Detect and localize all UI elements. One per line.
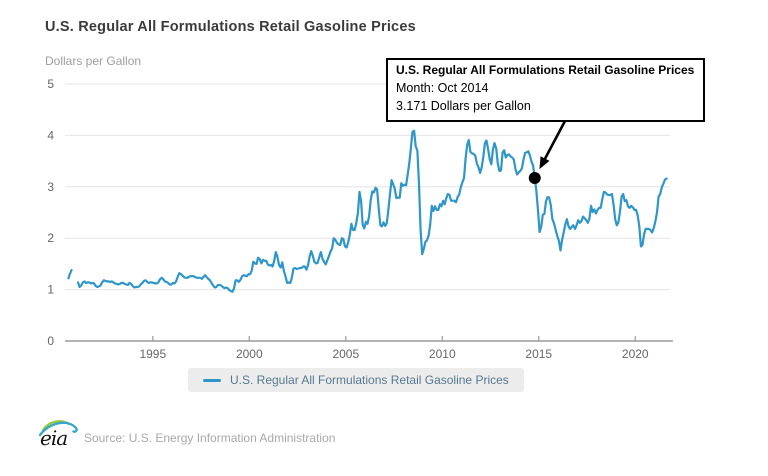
tooltip-month: Month: Oct 2014 — [396, 81, 489, 95]
y-tick-label: 5 — [47, 77, 54, 91]
x-tick-label: 2005 — [332, 347, 359, 361]
annotation-arrowhead — [539, 156, 550, 170]
x-tick-label: 2020 — [622, 347, 649, 361]
x-tick-label: 2010 — [429, 347, 456, 361]
eia-logo[interactable]: eia — [36, 417, 84, 453]
y-tick-label: 1 — [47, 283, 54, 297]
y-axis-units-label: Dollars per Gallon — [45, 54, 142, 68]
footer: eia Source: U.S. Energy Information Admi… — [0, 410, 768, 476]
x-tick-label: 1995 — [139, 347, 166, 361]
legend[interactable]: U.S. Regular All Formulations Retail Gas… — [188, 368, 524, 392]
x-tick-label: 2000 — [236, 347, 263, 361]
annotation-dot[interactable] — [528, 172, 541, 185]
tooltip-series-title: U.S. Regular All Formulations Retail Gas… — [396, 63, 695, 77]
price-line[interactable] — [67, 129, 668, 293]
legend-line-swatch — [203, 378, 221, 382]
y-tick-label: 0 — [47, 334, 54, 348]
annotation-arrow-shaft — [542, 120, 567, 161]
tooltip-value: 3.171 Dollars per Gallon — [396, 99, 531, 113]
chart-title: U.S. Regular All Formulations Retail Gas… — [45, 19, 416, 35]
eia-logo-swoosh-icon — [38, 420, 78, 437]
eia-logo-text: eia — [40, 426, 68, 450]
x-tick-label: 2015 — [525, 347, 552, 361]
source-attribution: Source: U.S. Energy Information Administ… — [84, 431, 336, 445]
y-tick-label: 4 — [47, 128, 54, 142]
chart-tooltip: U.S. Regular All Formulations Retail Gas… — [386, 58, 706, 122]
y-tick-label: 2 — [47, 231, 54, 245]
y-tick-label: 3 — [47, 180, 54, 194]
legend-label: U.S. Regular All Formulations Retail Gas… — [230, 373, 509, 387]
